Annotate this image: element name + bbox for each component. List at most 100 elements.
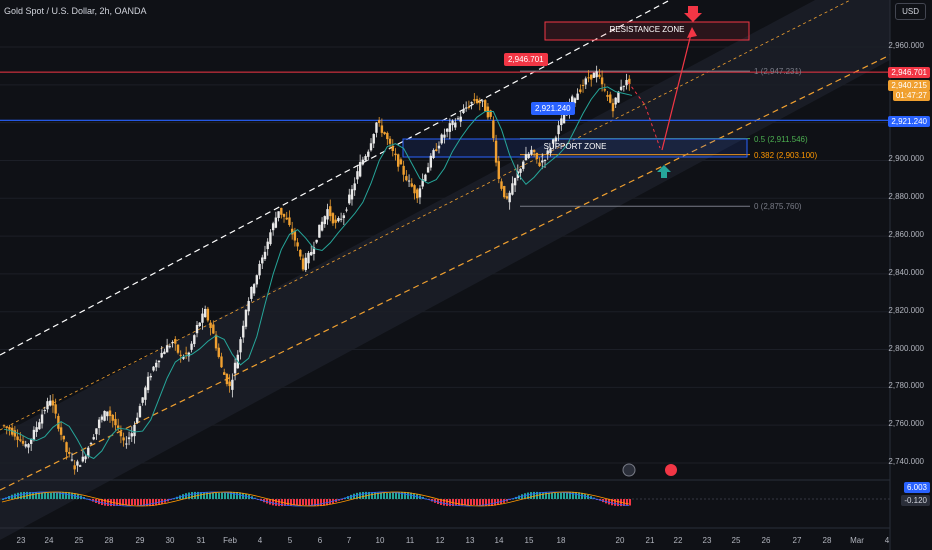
candle-body <box>405 176 408 181</box>
candle-body <box>481 100 484 102</box>
time-tick-label: 6 <box>317 536 323 545</box>
oscillator-bar <box>188 492 190 499</box>
oscillator-bar <box>623 499 625 506</box>
oscillator-bar <box>575 491 577 499</box>
oscillator-bar <box>71 492 73 499</box>
resistance-zone-box <box>544 21 750 41</box>
currency-button[interactable]: USD <box>895 3 926 20</box>
oscillator-bar <box>14 493 16 499</box>
oscillator-bar <box>479 499 481 506</box>
candle-body <box>21 440 25 444</box>
candle-body <box>59 427 63 435</box>
candle-body <box>402 165 405 175</box>
oscillator-bar <box>554 492 556 499</box>
oscillator-bar <box>401 491 403 499</box>
oscillator-bar <box>191 492 193 499</box>
oscillator-bar <box>272 499 274 506</box>
candle-body <box>470 102 473 104</box>
candle-body <box>372 134 375 144</box>
projection-rise-path <box>661 29 693 151</box>
candle-body <box>13 430 17 437</box>
time-tick-label: 11 <box>405 536 415 545</box>
time-tick-label: 23 <box>16 536 26 545</box>
candle-body <box>587 77 590 79</box>
candle-body <box>280 207 283 215</box>
oscillator-bar <box>122 499 124 506</box>
candle-body <box>198 322 201 327</box>
time-tick-label: 30 <box>165 536 175 545</box>
candle-body <box>8 427 11 430</box>
candle-body <box>323 216 326 225</box>
oscillator-bar <box>236 491 238 499</box>
oscillator-bar <box>563 492 565 499</box>
candle-body <box>111 414 114 421</box>
candle-body <box>299 249 302 257</box>
candle-body <box>513 178 517 186</box>
candle-body <box>331 213 335 224</box>
oscillator-bar <box>287 499 289 506</box>
candle-body <box>282 213 286 217</box>
oscillator-bar <box>443 499 445 506</box>
oscillator-bar <box>20 492 22 499</box>
oscillator-bar <box>530 492 532 499</box>
candle-body <box>95 428 98 435</box>
candle-body <box>318 224 321 238</box>
candle-body <box>16 436 19 440</box>
up-arrow-icon <box>657 165 671 178</box>
oscillator-bar <box>149 499 151 507</box>
candle-body <box>410 183 413 187</box>
candle-body <box>532 149 536 153</box>
oscillator-bar <box>299 499 301 506</box>
time-tick-label: 5 <box>287 536 293 545</box>
candle-body <box>426 167 430 173</box>
oscillator-bar <box>155 499 157 506</box>
candle-body <box>97 419 101 429</box>
oscillator-bar <box>533 491 535 499</box>
oscillator-bar <box>386 492 388 499</box>
candle-body <box>32 429 36 440</box>
oscillator-bar <box>488 499 490 507</box>
candle-body <box>603 89 607 91</box>
support-price-label: 2,921.240 <box>888 116 930 127</box>
time-tick-label: 4 <box>257 536 263 545</box>
oscillator-bar <box>50 492 52 499</box>
projection-arrow-head <box>687 27 697 38</box>
oscillator-bar <box>524 493 526 499</box>
candle-body <box>326 209 329 220</box>
candle-body <box>492 120 495 139</box>
oscillator-bar <box>542 492 544 499</box>
time-tick-label: 26 <box>761 536 771 545</box>
candle-body <box>320 221 324 231</box>
candle-body <box>92 437 95 440</box>
oscillator-bar <box>467 499 469 506</box>
candle-body <box>231 379 234 390</box>
oscillator-bar <box>548 492 550 499</box>
oscillator-bar <box>62 491 64 499</box>
candle-body <box>119 431 123 437</box>
oscillator-bar <box>269 499 271 505</box>
candle-body <box>108 410 112 417</box>
oscillator-bar <box>218 492 220 499</box>
candle-body <box>29 438 33 444</box>
oscillator-bar <box>2 499 4 500</box>
candle-body <box>581 84 585 86</box>
oscillator-bar <box>512 498 514 500</box>
candle-body <box>35 427 38 432</box>
candle-body <box>445 128 449 132</box>
oscillator-bar <box>464 499 466 506</box>
candle-body <box>600 77 604 85</box>
candle-body <box>149 375 153 378</box>
time-tick-label: 7 <box>346 536 352 545</box>
oscillator-bar <box>182 494 184 499</box>
candle-body <box>560 118 563 126</box>
candle-body <box>307 252 310 264</box>
candle-body <box>114 418 117 426</box>
price-tick-label: 2,900.000 <box>888 154 924 164</box>
oscillator-bar <box>44 492 46 499</box>
candle-body <box>70 459 74 461</box>
candle-body <box>386 132 389 140</box>
candle-body <box>511 183 514 195</box>
time-tick-label: 10 <box>375 536 385 545</box>
oscillator-bar <box>119 499 121 506</box>
